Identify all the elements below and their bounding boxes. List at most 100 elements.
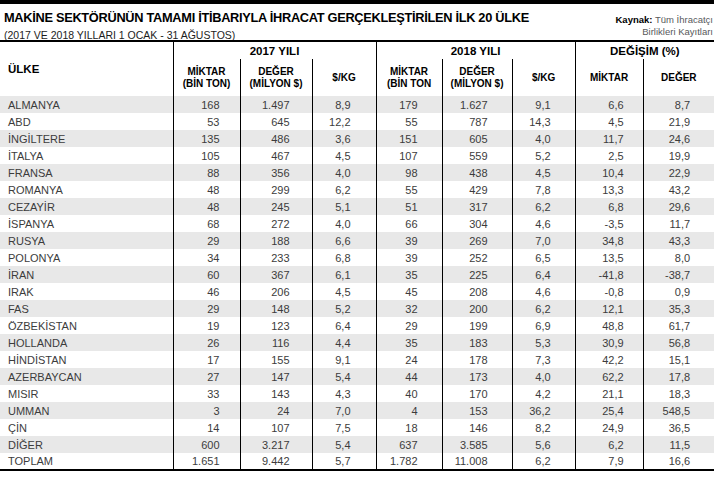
value-cell: 272 (240, 215, 312, 232)
value-cell: 206 (240, 283, 312, 300)
value-cell: 6,2 (512, 300, 575, 317)
value-cell: 5,2 (512, 147, 575, 164)
value-cell: 6,9 (512, 317, 575, 334)
table-row: ÇİN141077,5181468,224,936,5 (0, 419, 714, 436)
value-cell: 178 (442, 351, 512, 368)
col-subheader-0: MİKTAR(BİN TON) (173, 59, 240, 96)
value-cell: 35 (376, 266, 442, 283)
value-cell: 637 (376, 436, 442, 453)
value-cell: 8,7 (643, 96, 714, 113)
value-cell: 17 (173, 351, 240, 368)
value-cell: 225 (442, 266, 512, 283)
value-cell: 6,1 (312, 266, 376, 283)
value-cell: 40 (376, 385, 442, 402)
value-cell: 4,6 (512, 215, 575, 232)
value-cell: 123 (240, 317, 312, 334)
value-cell: 29 (376, 317, 442, 334)
title-block: MAKİNE SEKTÖRÜNÜN TAMAMI İTİBARIYLA İHRA… (4, 10, 529, 41)
value-cell: 11.008 (442, 453, 512, 470)
value-cell: 33 (173, 385, 240, 402)
value-cell: 29 (173, 232, 240, 249)
value-cell: 5,4 (312, 368, 376, 385)
value-cell: 7,0 (512, 232, 575, 249)
value-cell: 148 (240, 300, 312, 317)
value-cell: 7,9 (575, 453, 643, 470)
country-cell: HİNDİSTAN (0, 351, 173, 368)
value-cell: 4,0 (312, 164, 376, 181)
group-header-2017: 2017 YILI (173, 41, 376, 59)
value-cell: 6,2 (512, 453, 575, 470)
value-cell: 17,8 (643, 368, 714, 385)
value-cell: 22,9 (643, 164, 714, 181)
value-cell: 11,7 (575, 130, 643, 147)
value-cell: 143 (240, 385, 312, 402)
value-cell: 199 (442, 317, 512, 334)
country-cell: ÇİN (0, 419, 173, 436)
country-cell: TOPLAM (0, 453, 173, 470)
value-cell: 787 (442, 113, 512, 130)
value-cell: 356 (240, 164, 312, 181)
value-cell: 4,5 (575, 113, 643, 130)
value-cell: 153 (442, 402, 512, 419)
table-body: ALMANYA1681.4978,91791.6279,16,68,7ABD53… (0, 96, 714, 470)
col-subheader-4: DEĞER(MİLYON $) (442, 59, 512, 96)
value-cell: 30,9 (575, 334, 643, 351)
value-cell: 5,1 (312, 198, 376, 215)
value-cell: 66 (376, 215, 442, 232)
value-cell: 46 (173, 283, 240, 300)
table-row: ROMANYA482996,2554297,813,343,2 (0, 181, 714, 198)
value-cell: 1.782 (376, 453, 442, 470)
page-title: MAKİNE SEKTÖRÜNÜN TAMAMI İTİBARIYLA İHRA… (4, 10, 529, 25)
value-cell: 4 (376, 402, 442, 419)
col-subheader-3: MİKTAR(BİN TON (376, 59, 442, 96)
country-cell: İRAN (0, 266, 173, 283)
source-note: Kaynak: Tüm İhracatçı Birlikleri Kayıtla… (615, 14, 713, 39)
value-cell: 9,1 (512, 96, 575, 113)
value-cell: 107 (376, 147, 442, 164)
country-cell: ALMANYA (0, 96, 173, 113)
table-row: CEZAYİR482455,1513176,26,829,6 (0, 198, 714, 215)
export-table: ÜLKE 2017 YILI 2018 YILI DEĞİŞİM (%) MİK… (0, 40, 714, 471)
table-row: UMMAN3247,0415336,225,4548,5 (0, 402, 714, 419)
value-cell: 43,3 (643, 232, 714, 249)
value-cell: 179 (376, 96, 442, 113)
value-cell: 299 (240, 181, 312, 198)
value-cell: 18,3 (643, 385, 714, 402)
value-cell: 245 (240, 198, 312, 215)
table-row: HİNDİSTAN171559,1241787,342,215,1 (0, 351, 714, 368)
table-row: HOLLANDA261164,4351835,330,956,8 (0, 334, 714, 351)
value-cell: -41,8 (575, 266, 643, 283)
value-cell: 467 (240, 147, 312, 164)
value-cell: 168 (173, 96, 240, 113)
value-cell: 98 (376, 164, 442, 181)
value-cell: 5,2 (312, 300, 376, 317)
value-cell: 6,6 (575, 96, 643, 113)
value-cell: 6,8 (312, 249, 376, 266)
value-cell: 3.585 (442, 436, 512, 453)
value-cell: 13,3 (575, 181, 643, 198)
table-row: AZERBAYCAN271475,4441734,062,217,8 (0, 368, 714, 385)
value-cell: -3,5 (575, 215, 643, 232)
value-cell: 188 (240, 232, 312, 249)
value-cell: 269 (442, 232, 512, 249)
value-cell: 6,4 (312, 317, 376, 334)
value-cell: 39 (376, 249, 442, 266)
value-cell: 48 (173, 198, 240, 215)
col-subheader-1: DEĞER(MİLYON $) (240, 59, 312, 96)
table-row: DİĞER6003.2175,46373.5855,66,211,5 (0, 436, 714, 453)
value-cell: 7,5 (312, 419, 376, 436)
value-cell: 155 (240, 351, 312, 368)
value-cell: 4,0 (312, 215, 376, 232)
value-cell: 645 (240, 113, 312, 130)
country-cell: FAS (0, 300, 173, 317)
value-cell: 13,5 (575, 249, 643, 266)
value-cell: 317 (442, 198, 512, 215)
country-cell: CEZAYİR (0, 198, 173, 215)
country-cell: ROMANYA (0, 181, 173, 198)
value-cell: 438 (442, 164, 512, 181)
country-cell: İTALYA (0, 147, 173, 164)
col-subheader-2: $/KG (312, 59, 376, 96)
country-cell: POLONYA (0, 249, 173, 266)
value-cell: 24,9 (575, 419, 643, 436)
value-cell: 7,0 (312, 402, 376, 419)
